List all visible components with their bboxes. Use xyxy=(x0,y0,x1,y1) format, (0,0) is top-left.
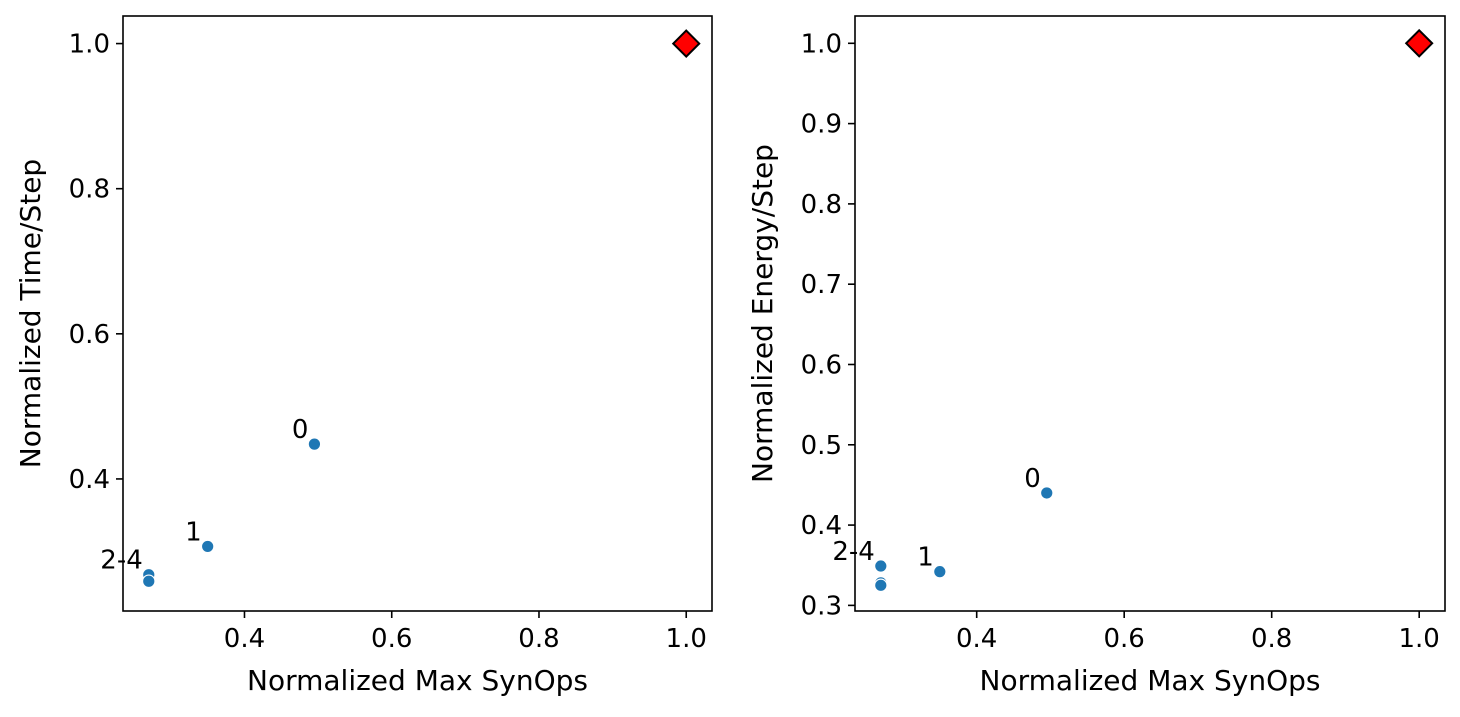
scatter-point xyxy=(874,559,888,573)
y-axis-label: Normalized Time/Step xyxy=(14,159,47,468)
x-tick-label: 0.4 xyxy=(224,624,265,654)
x-tick-label: 0.4 xyxy=(956,624,997,654)
plot-frame xyxy=(122,15,713,612)
point-annotation: 2-4 xyxy=(832,537,874,567)
y-tick-label: 0.8 xyxy=(801,190,842,220)
y-axis-label: Normalized Energy/Step xyxy=(746,144,779,483)
x-tick-label: 0.8 xyxy=(1251,624,1292,654)
y-tick-label: 0.5 xyxy=(801,431,842,461)
point-annotation: 0 xyxy=(292,415,309,445)
baseline-diamond-point xyxy=(1404,28,1434,58)
scatter-point xyxy=(1039,486,1054,500)
x-axis-label: Normalized Max SynOps xyxy=(247,664,588,697)
scatter-point xyxy=(933,564,947,579)
scatter-point xyxy=(141,574,156,589)
point-annotation: 1 xyxy=(185,517,202,547)
point-annotation: 0 xyxy=(1024,464,1041,494)
y-tick-label: 0.6 xyxy=(69,320,110,350)
plot-frame xyxy=(854,15,1446,612)
y-tick-label: 0.9 xyxy=(801,110,842,140)
y-tick-label: 1.0 xyxy=(69,30,110,60)
point-annotation: 1 xyxy=(917,543,934,573)
y-tick-label: 0.4 xyxy=(69,465,110,495)
y-tick-label: 0.8 xyxy=(69,175,110,205)
y-tick-label: 1.0 xyxy=(801,29,842,59)
y-tick-label: 0.7 xyxy=(801,270,842,300)
x-tick-label: 1.0 xyxy=(1399,624,1440,654)
point-annotation: 2-4 xyxy=(100,546,142,576)
scatter-point xyxy=(307,437,322,451)
x-axis-label: Normalized Max SynOps xyxy=(980,664,1321,697)
scatter-point xyxy=(200,539,215,554)
scatter-point xyxy=(874,578,888,593)
y-tick-label: 0.3 xyxy=(801,591,842,621)
y-tick-label: 0.4 xyxy=(801,511,842,541)
y-tick-label: 0.6 xyxy=(801,350,842,380)
x-tick-label: 0.8 xyxy=(518,624,559,654)
x-tick-label: 0.6 xyxy=(1104,624,1145,654)
baseline-diamond-point xyxy=(671,29,701,58)
right-panel-energy-per-step: 0.4 0.6 0.8 1.0 0.3 0.4 0.5 0.6 0.7 0.8 0.9 1.0 Norm… xyxy=(746,15,1446,697)
left-panel-time-per-step: 0.4 0.6 0.8 1.0 0.4 0.6 0.8 1.0 Normalized Max S… xyxy=(14,15,713,697)
x-tick-label: 0.6 xyxy=(371,624,412,654)
x-tick-label: 1.0 xyxy=(666,624,707,654)
